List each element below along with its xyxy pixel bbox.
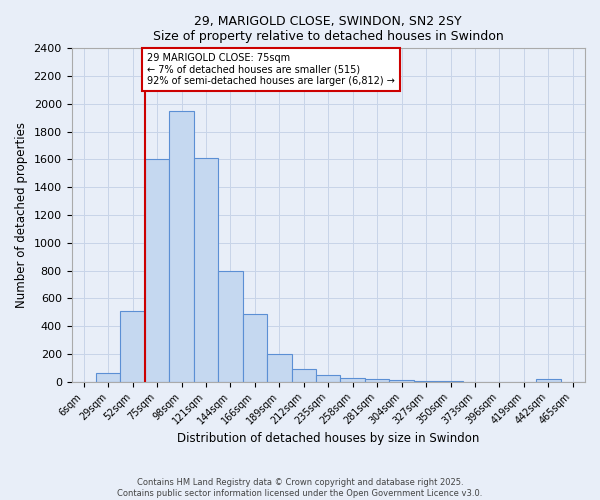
X-axis label: Distribution of detached houses by size in Swindon: Distribution of detached houses by size …	[177, 432, 479, 445]
Bar	[365, 379, 389, 382]
Bar	[414, 381, 438, 382]
Bar	[242, 314, 267, 382]
Bar	[267, 354, 292, 382]
Bar	[145, 160, 169, 382]
Bar	[340, 378, 365, 382]
Bar	[316, 375, 340, 382]
Text: 29 MARIGOLD CLOSE: 75sqm
← 7% of detached houses are smaller (515)
92% of semi-d: 29 MARIGOLD CLOSE: 75sqm ← 7% of detache…	[148, 52, 395, 86]
Bar	[96, 374, 121, 382]
Y-axis label: Number of detached properties: Number of detached properties	[15, 122, 28, 308]
Bar	[169, 111, 194, 382]
Bar	[438, 381, 463, 382]
Bar	[121, 311, 145, 382]
Bar	[536, 379, 560, 382]
Bar	[194, 158, 218, 382]
Bar	[218, 270, 242, 382]
Bar	[389, 380, 414, 382]
Title: 29, MARIGOLD CLOSE, SWINDON, SN2 2SY
Size of property relative to detached house: 29, MARIGOLD CLOSE, SWINDON, SN2 2SY Siz…	[153, 15, 503, 43]
Text: Contains HM Land Registry data © Crown copyright and database right 2025.
Contai: Contains HM Land Registry data © Crown c…	[118, 478, 482, 498]
Bar	[292, 370, 316, 382]
